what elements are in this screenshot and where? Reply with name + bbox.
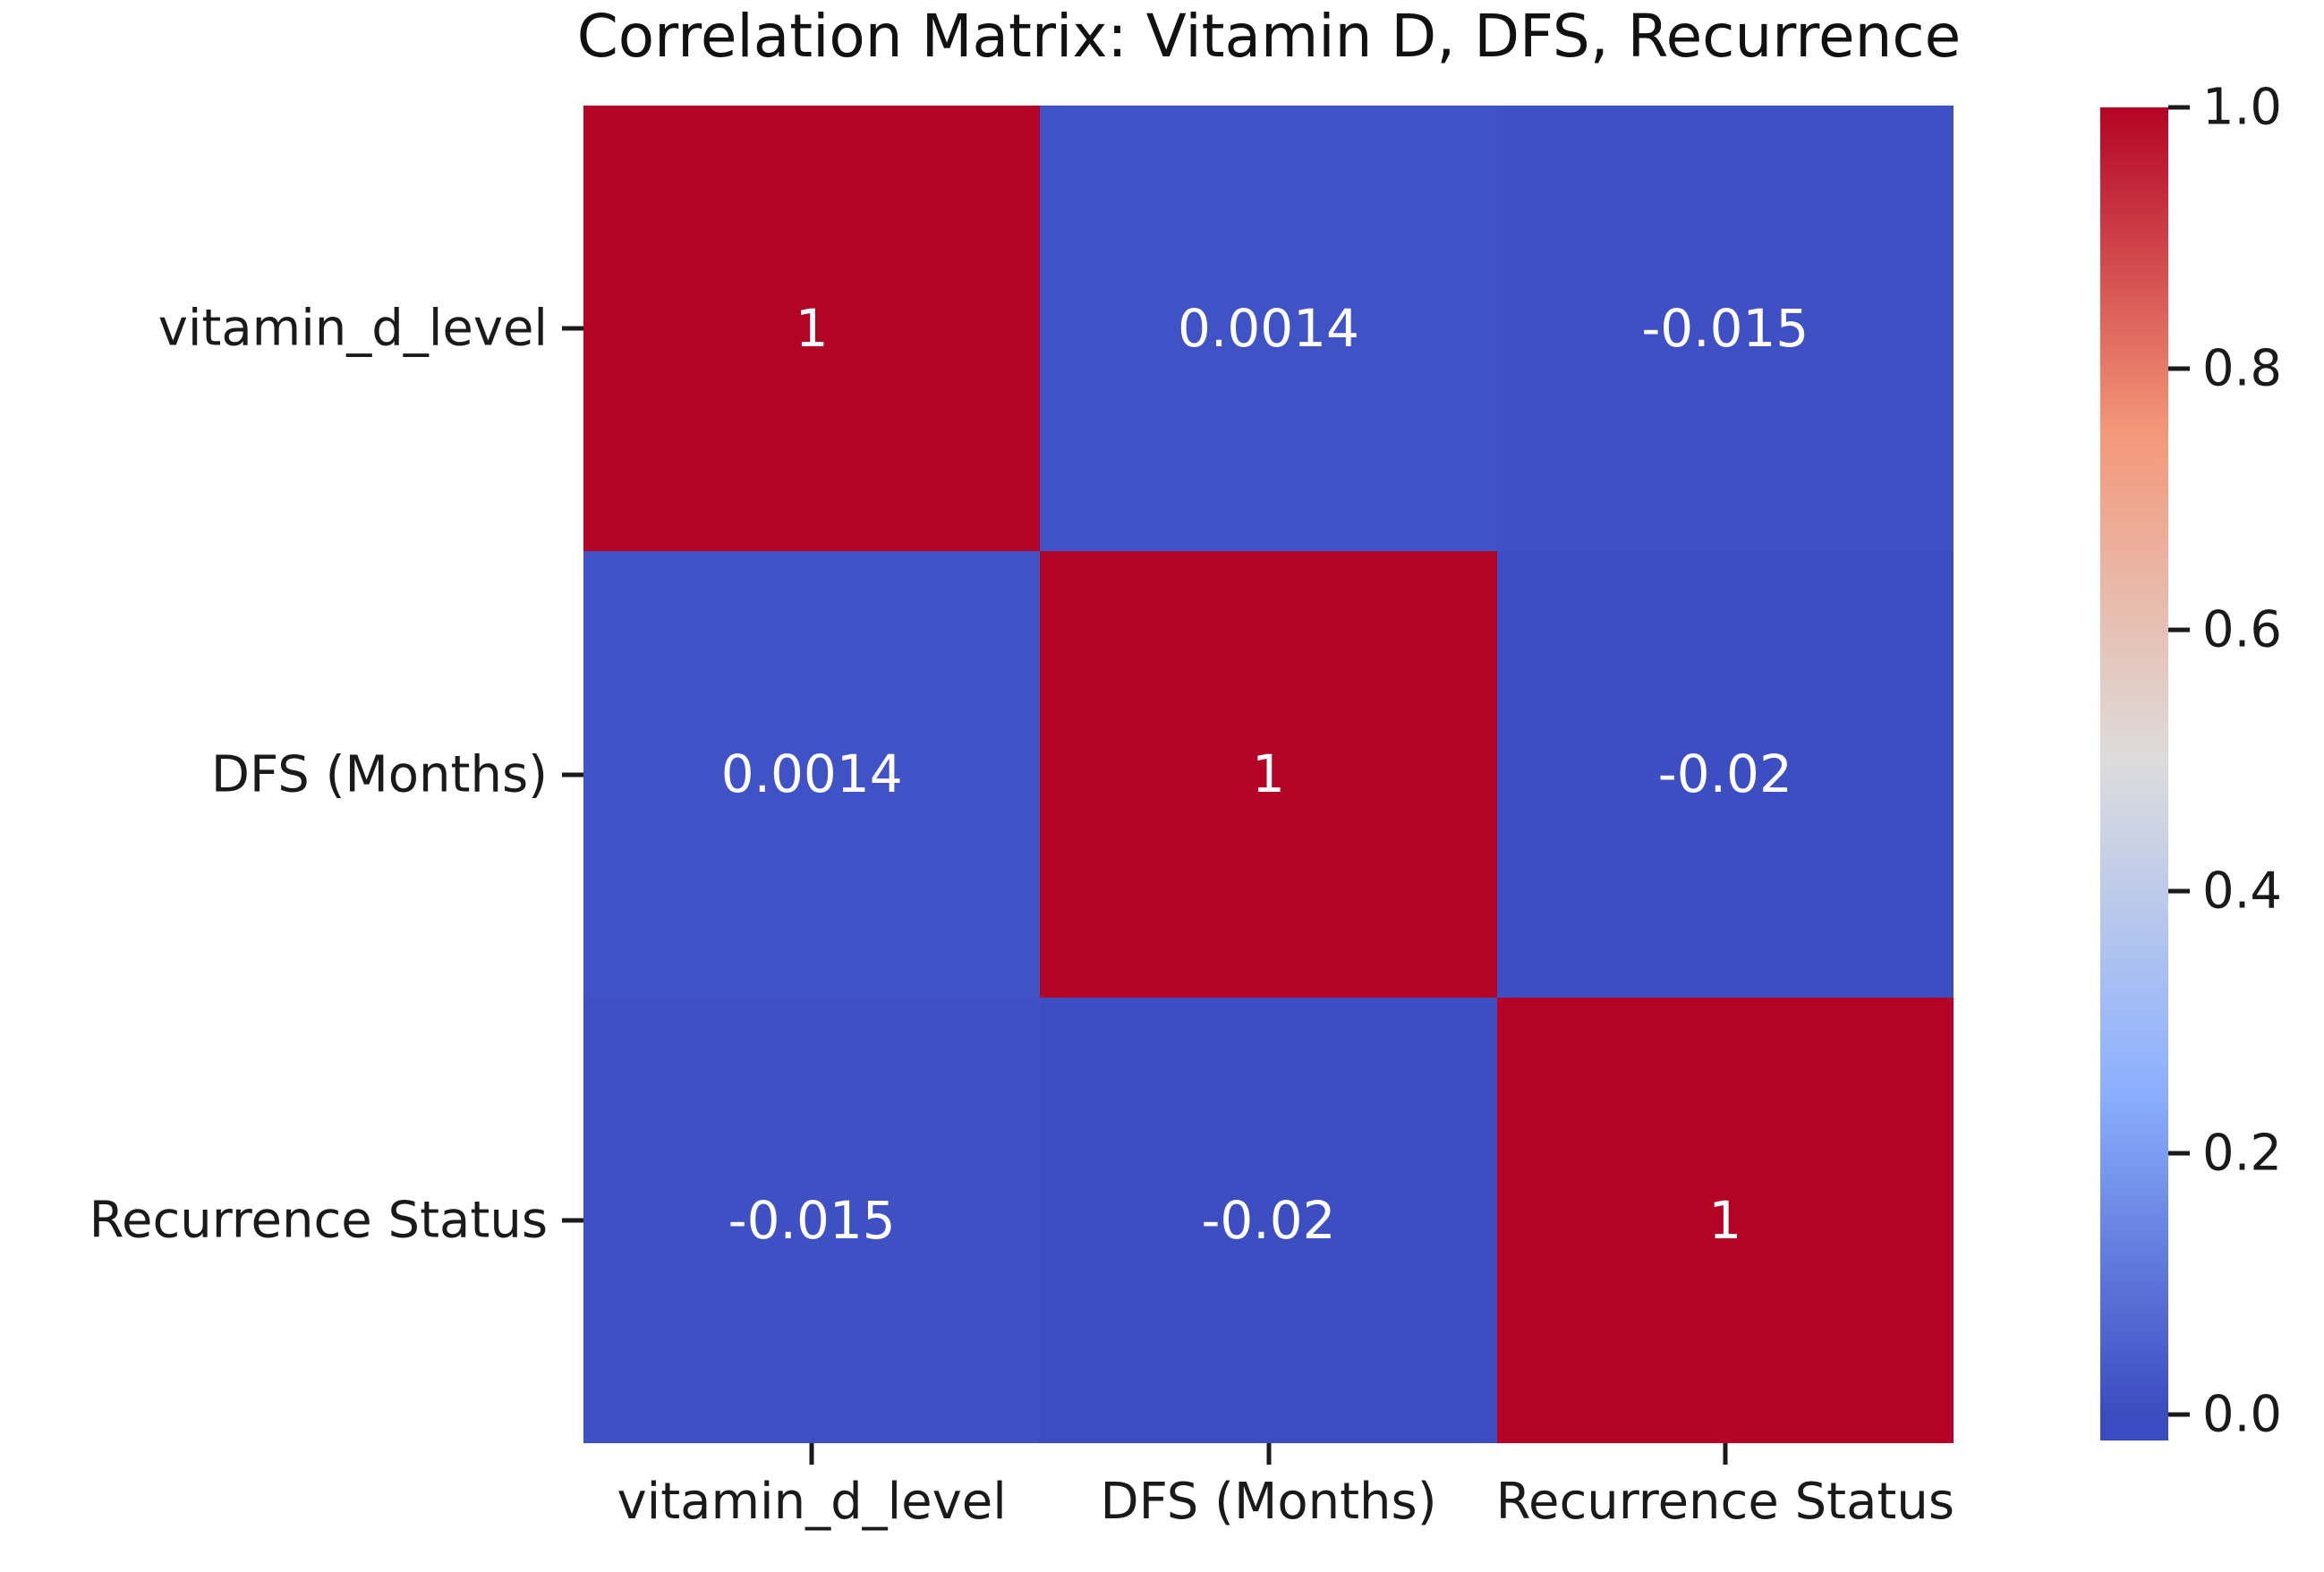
colorbar-tick-mark — [2168, 366, 2190, 371]
y-tick-label: vitamin_d_level — [157, 299, 548, 358]
heatmap-cell: -0.015 — [1496, 106, 1954, 552]
colorbar-tick-label: 0.0 — [2202, 1385, 2283, 1444]
colorbar-tick-label: 0.4 — [2202, 862, 2283, 921]
colorbar-tick-label: 1.0 — [2202, 78, 2283, 137]
colorbar-tick-mark — [2168, 888, 2190, 894]
y-tick-label: DFS (Months) — [210, 745, 548, 803]
y-tick-label: Recurrence Status — [89, 1191, 548, 1250]
y-tick-mark — [562, 326, 583, 331]
colorbar-tick-mark — [2168, 627, 2190, 633]
colorbar-tick-label: 0.8 — [2202, 339, 2283, 398]
heatmap-cell: 1 — [1496, 997, 1954, 1443]
heatmap-cell: -0.015 — [583, 997, 1041, 1443]
chart-title: Correlation Matrix: Vitamin D, DFS, Recu… — [576, 2, 1962, 71]
x-tick-label: Recurrence Status — [1495, 1473, 1955, 1531]
colorbar — [2100, 107, 2168, 1440]
colorbar-tick-mark — [2168, 105, 2190, 110]
y-tick-mark — [562, 1218, 583, 1223]
heatmap-cell: 1 — [1040, 551, 1497, 998]
heatmap-cell: 0.0014 — [583, 551, 1041, 998]
x-tick-label: vitamin_d_level — [617, 1473, 1007, 1531]
heatmap-cell: 0.0014 — [1040, 106, 1497, 552]
x-tick-mark — [809, 1443, 814, 1465]
heatmap-cell: -0.02 — [1040, 997, 1497, 1443]
y-tick-mark — [562, 772, 583, 777]
x-tick-mark — [1266, 1443, 1271, 1465]
colorbar-tick-mark — [2168, 1412, 2190, 1417]
heatmap-grid: 1 0.0014 -0.015 0.0014 1 -0.02 -0.015 -0.02 1 — [583, 106, 1954, 1443]
colorbar-tick-mark — [2168, 1151, 2190, 1156]
x-tick-mark — [1723, 1443, 1728, 1465]
heatmap-cell: -0.02 — [1496, 551, 1954, 998]
colorbar-tick-label: 0.2 — [2202, 1124, 2283, 1183]
heatmap-cell: 1 — [583, 106, 1041, 552]
x-tick-label: DFS (Months) — [1100, 1473, 1437, 1531]
colorbar-tick-label: 0.6 — [2202, 600, 2283, 659]
